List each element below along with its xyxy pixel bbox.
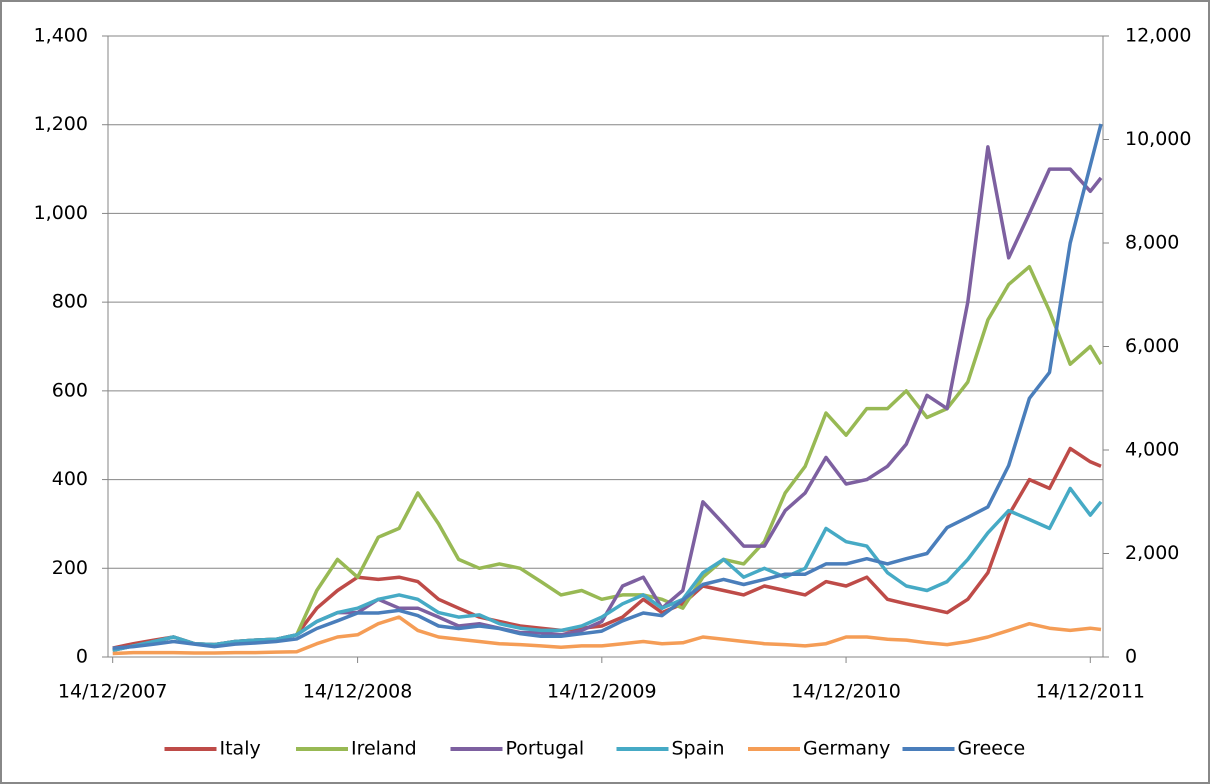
- y2-tick-label: 6,000: [1125, 335, 1179, 357]
- legend-label: Germany: [803, 738, 890, 760]
- y-tick-label: 600: [52, 379, 88, 401]
- x-tick-label: 14/12/2008: [303, 681, 413, 703]
- y2-tick-label: 2,000: [1125, 542, 1179, 564]
- legend-label: Spain: [672, 738, 725, 760]
- y2-tick-label: 4,000: [1125, 439, 1179, 461]
- y-tick-label: 0: [76, 646, 88, 668]
- y2-tick-label: 8,000: [1125, 232, 1179, 254]
- y-tick-label: 400: [52, 468, 88, 490]
- legend-label: Greece: [958, 738, 1026, 760]
- data-line: [112, 615, 1102, 656]
- x-tick-label: 14/12/2007: [58, 681, 168, 703]
- y2-tick-label: 0: [1125, 646, 1137, 668]
- y-tick-label: 1,400: [34, 25, 88, 47]
- y-tick-label: 800: [52, 291, 88, 313]
- x-tick-label: 14/12/2009: [547, 681, 657, 703]
- y2-tick-label: 12,000: [1125, 25, 1191, 47]
- x-tick-label: 14/12/2011: [1036, 681, 1146, 703]
- x-tick-label: 14/12/2010: [791, 681, 901, 703]
- y-tick-label: 1,000: [34, 202, 88, 224]
- y2-tick-label: 10,000: [1125, 128, 1191, 150]
- y-tick-label: 1,200: [34, 113, 88, 135]
- legend-label: Portugal: [506, 738, 585, 760]
- y-tick-label: 200: [52, 557, 88, 579]
- legend-label: Ireland: [351, 738, 417, 760]
- data-line: [112, 486, 1103, 653]
- data-line: [112, 123, 1103, 650]
- legend-label: Italy: [220, 738, 261, 760]
